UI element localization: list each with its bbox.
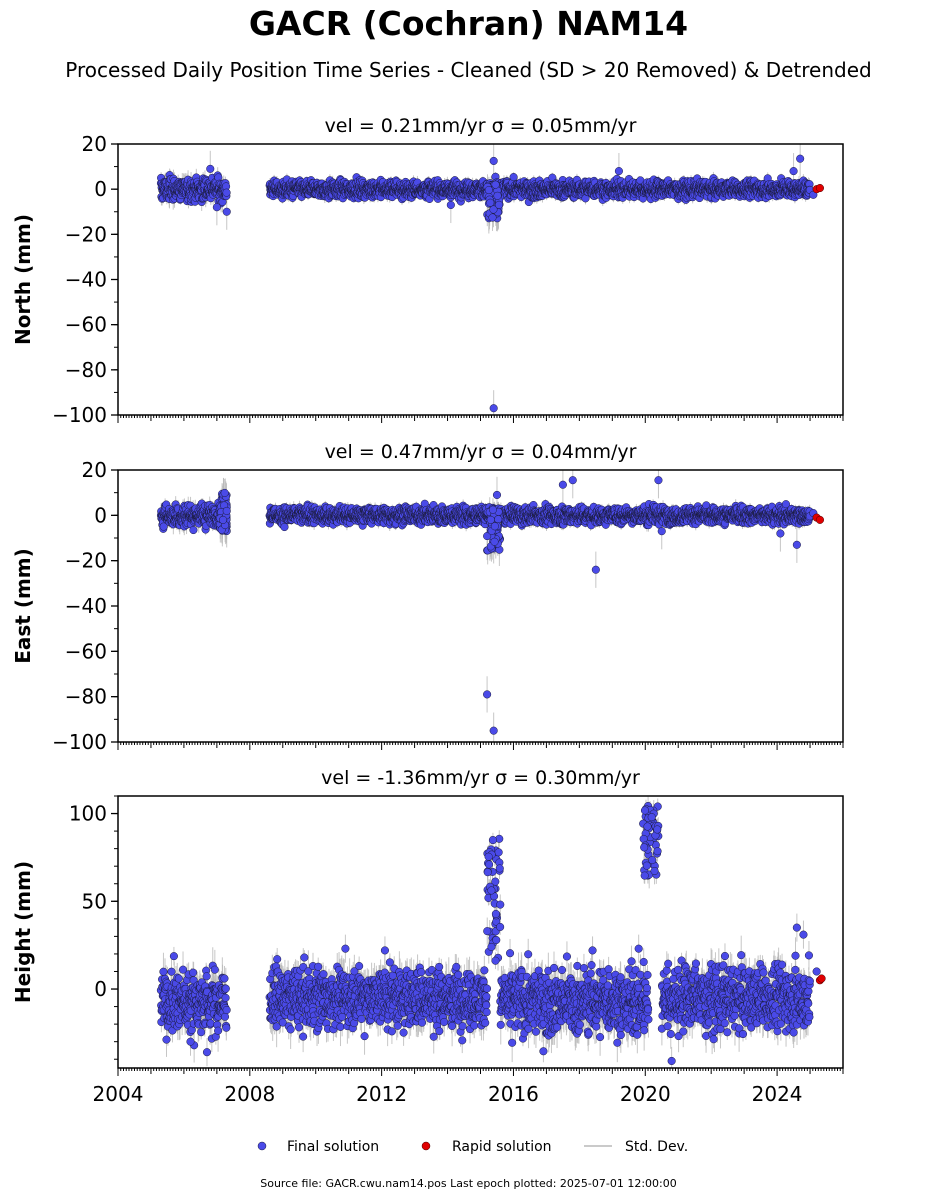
plot-area	[156, 144, 824, 415]
final-solution-point	[509, 173, 518, 182]
final-solution-point	[222, 188, 231, 197]
y-axis-label: North (mm)	[11, 214, 35, 345]
panel-title: vel = 0.21mm/yr σ = 0.05mm/yr	[325, 115, 637, 137]
page-subtitle: Processed Daily Position Time Series - C…	[65, 58, 872, 82]
page-title: GACR (Cochran) NAM14	[248, 4, 689, 43]
